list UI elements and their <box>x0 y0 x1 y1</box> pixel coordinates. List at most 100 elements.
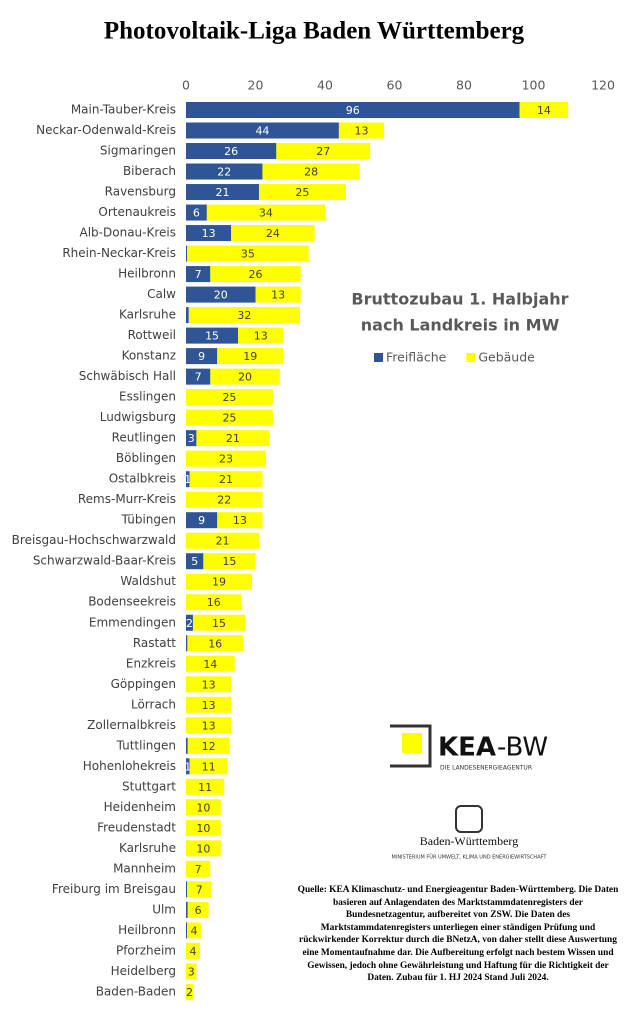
chart-subtitle: nach Landkreis in MW <box>361 316 560 335</box>
bar-segment <box>186 409 273 426</box>
y-tick-label: Neckar-Odenwald-Kreis <box>36 123 176 137</box>
x-tick-label: 120 <box>591 78 615 93</box>
bar-segment <box>262 163 360 180</box>
y-tick-label: Schwarzwald-Baar-Kreis <box>33 554 176 568</box>
data-label: 28 <box>304 166 318 179</box>
logo-text: Baden-Württemberg <box>420 834 518 848</box>
y-tick-label: Bodenseekreis <box>88 595 176 609</box>
data-label: 35 <box>241 248 255 261</box>
bar-segment <box>238 327 284 344</box>
y-tick-label: Reutlingen <box>112 431 176 445</box>
bar-segment <box>192 614 246 631</box>
logo-shape <box>390 724 432 768</box>
y-tick-label: Waldshut <box>120 574 176 588</box>
data-label: 22 <box>217 494 231 507</box>
bar-segment <box>186 881 188 898</box>
bar-segment <box>187 881 212 898</box>
data-label: 1 <box>184 760 191 773</box>
logo-shape <box>455 805 483 833</box>
data-label: 96 <box>346 104 360 117</box>
data-label: 44 <box>255 125 269 138</box>
chart-subtitle: Bruttozubau 1. Halbjahr <box>351 290 568 309</box>
y-tick-label: Tuttlingen <box>116 738 176 752</box>
data-label: 6 <box>195 904 202 917</box>
bar-segment <box>186 184 259 201</box>
data-label: 7 <box>195 863 202 876</box>
data-label: 25 <box>222 412 236 425</box>
data-label: 2 <box>186 986 193 999</box>
bar-segment <box>186 327 239 344</box>
y-tick-label: Ortenaukreis <box>98 205 176 219</box>
y-tick-label: Rhein-Neckar-Kreis <box>62 246 176 260</box>
bar-segment <box>186 778 225 795</box>
bar-segment <box>188 307 300 324</box>
data-label: 22 <box>217 166 231 179</box>
y-tick-label: Breisgau-Hochschwarzwald <box>12 533 176 547</box>
x-tick-label: 80 <box>456 78 472 93</box>
y-tick-label: Rems-Murr-Kreis <box>78 492 176 506</box>
data-label: 25 <box>222 391 236 404</box>
data-label: 12 <box>202 740 216 753</box>
data-label: 21 <box>215 535 229 548</box>
x-tick-label: 20 <box>248 78 264 93</box>
bar-segment <box>186 840 221 857</box>
bar-segment <box>186 450 266 467</box>
y-tick-label: Biberach <box>123 164 176 178</box>
bar-segment <box>206 204 325 221</box>
data-label: 7 <box>195 371 202 384</box>
bar-segment <box>210 266 301 283</box>
data-label: 14 <box>203 658 217 671</box>
bar-segment <box>186 225 232 242</box>
data-label: 1 <box>184 473 191 486</box>
bar-segment <box>187 901 209 918</box>
data-label: 10 <box>196 822 210 835</box>
bar-segment <box>186 102 520 118</box>
bar-segment <box>186 245 188 262</box>
bar-segment <box>231 225 315 242</box>
data-label: 15 <box>212 617 226 630</box>
bar-segment <box>186 614 193 631</box>
bar-segment <box>186 163 263 180</box>
data-label: 9 <box>198 350 205 363</box>
logo-subtext: DIE LANDESENERGIEAGENTUR <box>440 765 532 772</box>
bar-segment <box>210 368 280 385</box>
bar-segment <box>186 737 188 754</box>
data-label: 11 <box>202 760 216 773</box>
source-note: Quelle: KEA Klimaschutz- und Energieagen… <box>297 885 619 984</box>
data-label: 15 <box>222 555 236 568</box>
data-label: 13 <box>354 125 368 138</box>
data-label: 2 <box>186 617 193 630</box>
y-tick-label: Ludwigsburg <box>100 410 176 424</box>
bar-segment <box>217 512 263 529</box>
y-tick-label: Main-Tauber-Kreis <box>71 103 176 117</box>
y-tick-label: Tübingen <box>121 513 176 527</box>
bar-segment <box>186 655 235 672</box>
data-label: 13 <box>271 289 285 302</box>
y-tick-label: Pforzheim <box>116 943 176 957</box>
y-tick-label: Emmendingen <box>89 615 176 629</box>
bar-segment <box>186 286 256 303</box>
bar-segment <box>196 430 270 447</box>
y-tick-label: Heilbronn <box>118 267 176 281</box>
logo-text: -BW <box>497 733 548 763</box>
y-tick-label: Zollernalbkreis <box>87 718 176 732</box>
legend-label: Freifläche <box>386 350 447 365</box>
data-label: 23 <box>219 453 233 466</box>
data-label: 13 <box>233 514 247 527</box>
bar-segment <box>186 266 211 283</box>
data-label: 13 <box>202 719 216 732</box>
y-tick-label: Hohenlohekreis <box>83 759 176 773</box>
data-label: 9 <box>198 514 205 527</box>
y-tick-label: Lörrach <box>131 697 176 711</box>
y-tick-label: Rastatt <box>133 636 176 650</box>
bar-segment <box>258 184 346 201</box>
y-tick-label: Schwäbisch Hall <box>79 369 176 383</box>
data-label: 5 <box>191 555 198 568</box>
data-label: 16 <box>208 637 222 650</box>
data-label: 20 <box>214 289 228 302</box>
data-label: 10 <box>196 842 210 855</box>
logo-subtext: MINISTERIUM FÜR UMWELT, KLIMA UND ENERGI… <box>392 854 548 861</box>
bar-segment <box>186 307 189 324</box>
